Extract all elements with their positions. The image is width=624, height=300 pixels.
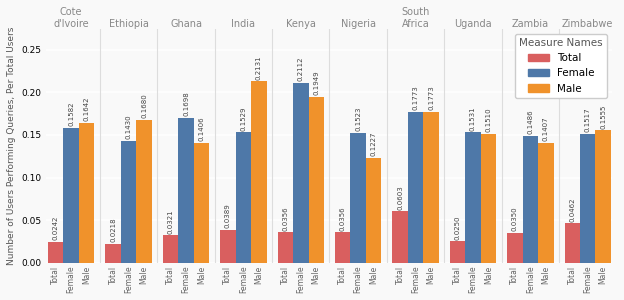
Text: Kenya: Kenya: [286, 19, 316, 28]
Y-axis label: Number of Users Performing Queries, Per Total Users: Number of Users Performing Queries, Per …: [7, 26, 16, 265]
Text: 0.1698: 0.1698: [183, 92, 189, 116]
Text: 0.1555: 0.1555: [600, 104, 607, 129]
Text: 0.0356: 0.0356: [339, 206, 346, 231]
Text: 0.1406: 0.1406: [198, 117, 205, 141]
Text: Nigeria: Nigeria: [341, 19, 376, 28]
Text: 0.1642: 0.1642: [84, 97, 90, 121]
Text: 0.1430: 0.1430: [125, 115, 132, 139]
Bar: [293, 83, 308, 263]
Text: 0.1773: 0.1773: [428, 85, 434, 110]
Bar: [408, 112, 423, 263]
Text: Ghana: Ghana: [170, 19, 202, 28]
Bar: [466, 132, 480, 263]
Text: 0.0462: 0.0462: [569, 197, 575, 222]
Legend: Total, Female, Male: Total, Female, Male: [515, 34, 607, 98]
Bar: [538, 143, 553, 263]
Bar: [193, 143, 209, 263]
Text: 0.2131: 0.2131: [256, 55, 262, 80]
Text: 0.1529: 0.1529: [240, 106, 246, 131]
Text: 0.1582: 0.1582: [68, 102, 74, 126]
Bar: [423, 112, 439, 263]
Bar: [64, 128, 79, 263]
Text: 0.0356: 0.0356: [282, 206, 288, 231]
Bar: [565, 223, 580, 263]
Bar: [136, 120, 152, 263]
Text: 0.0603: 0.0603: [397, 185, 403, 210]
Bar: [308, 97, 324, 263]
Bar: [163, 235, 178, 263]
Text: Ethiopia: Ethiopia: [109, 19, 149, 28]
Text: 0.1531: 0.1531: [470, 106, 476, 130]
Text: 0.1680: 0.1680: [141, 93, 147, 118]
Text: 0.1949: 0.1949: [313, 70, 319, 95]
Text: 0.1510: 0.1510: [485, 108, 492, 132]
Text: 0.0321: 0.0321: [168, 209, 173, 234]
Text: 0.1773: 0.1773: [412, 85, 419, 110]
Text: 0.1486: 0.1486: [527, 110, 534, 134]
Text: 0.2112: 0.2112: [298, 57, 304, 81]
Text: South
Africa: South Africa: [401, 7, 430, 28]
Text: 0.0389: 0.0389: [225, 203, 231, 228]
Text: 0.0242: 0.0242: [53, 216, 59, 240]
Bar: [480, 134, 496, 263]
Text: Cote
d'Ivoire: Cote d'Ivoire: [54, 7, 89, 28]
Bar: [392, 211, 408, 263]
Text: 0.1227: 0.1227: [371, 132, 377, 157]
Bar: [178, 118, 193, 263]
Bar: [595, 130, 611, 263]
Text: Uganda: Uganda: [454, 19, 492, 28]
Bar: [251, 81, 266, 263]
Text: India: India: [232, 19, 255, 28]
Text: Zimbabwe: Zimbabwe: [562, 19, 613, 28]
Bar: [335, 232, 351, 263]
Bar: [507, 233, 523, 263]
Text: 0.1523: 0.1523: [355, 107, 361, 131]
Bar: [450, 242, 466, 263]
Bar: [105, 244, 121, 263]
Bar: [366, 158, 381, 263]
Bar: [580, 134, 595, 263]
Bar: [121, 141, 136, 263]
Text: 0.0350: 0.0350: [512, 206, 518, 231]
Bar: [79, 123, 94, 263]
Bar: [278, 232, 293, 263]
Text: 0.1407: 0.1407: [543, 116, 549, 141]
Text: Zambia: Zambia: [512, 19, 549, 28]
Bar: [523, 136, 538, 263]
Bar: [220, 230, 236, 263]
Text: 0.0218: 0.0218: [110, 218, 116, 242]
Bar: [236, 133, 251, 263]
Bar: [48, 242, 64, 263]
Text: 0.0250: 0.0250: [454, 215, 461, 240]
Bar: [351, 133, 366, 263]
Text: 0.1517: 0.1517: [585, 107, 591, 132]
